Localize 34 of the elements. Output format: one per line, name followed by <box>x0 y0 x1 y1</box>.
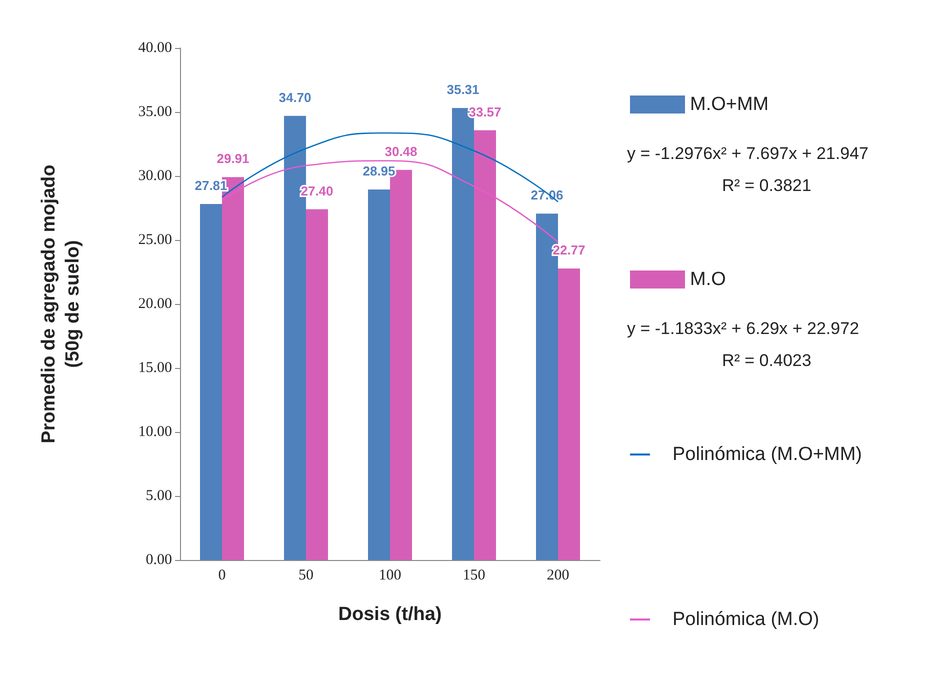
x-tick-label: 200 <box>546 568 570 584</box>
x-axis-title: Dosis (t/ha) <box>338 604 442 625</box>
data-label: 30.48 <box>384 144 418 159</box>
x-tick-label: 150 <box>462 568 486 584</box>
bar <box>306 209 328 560</box>
legend-label: M.O <box>690 269 726 290</box>
x-tick-label: 0 <box>218 568 226 584</box>
text: R² = 0.4023 <box>722 351 812 370</box>
y-tick-label: 10.00 <box>138 424 172 440</box>
bar <box>368 189 390 560</box>
legend-label: Polinómica (M.O) <box>672 609 820 630</box>
text: y = -1.1833x² + 6.29x + 22.972 <box>627 319 860 338</box>
bar <box>200 204 222 560</box>
legend-label: Polinómica (M.O+MM) <box>672 444 862 465</box>
data-label: 35.31 <box>446 82 480 98</box>
legend-label: M.O+MM <box>690 94 769 115</box>
x-tick-label: 100 <box>378 568 402 584</box>
y-tick-label: 15.00 <box>138 360 172 376</box>
y-tick-label: 25.00 <box>138 232 172 248</box>
data-label: 34.70 <box>278 90 312 105</box>
text: y = -1.2976x² + 7.697x + 21.947 <box>627 144 868 163</box>
y-axis-title: Promedio de agregado mojado (50g de suelo) <box>38 164 84 444</box>
y-tick-label: 5.00 <box>146 488 172 504</box>
y-tick-label: 40.00 <box>138 40 172 56</box>
y-tick-label: 35.00 <box>138 104 172 120</box>
text: R² = 0.3821 <box>722 176 812 195</box>
x-tick-label: 50 <box>298 568 314 584</box>
y-tick-label: 0.00 <box>146 552 172 568</box>
data-label: 28.95 <box>362 163 396 178</box>
bar <box>474 130 496 560</box>
y-tick-label: 20.00 <box>138 296 172 312</box>
data-label: 29.91 <box>216 151 250 166</box>
y-tick-label: 30.00 <box>138 168 172 184</box>
bar <box>558 268 580 560</box>
